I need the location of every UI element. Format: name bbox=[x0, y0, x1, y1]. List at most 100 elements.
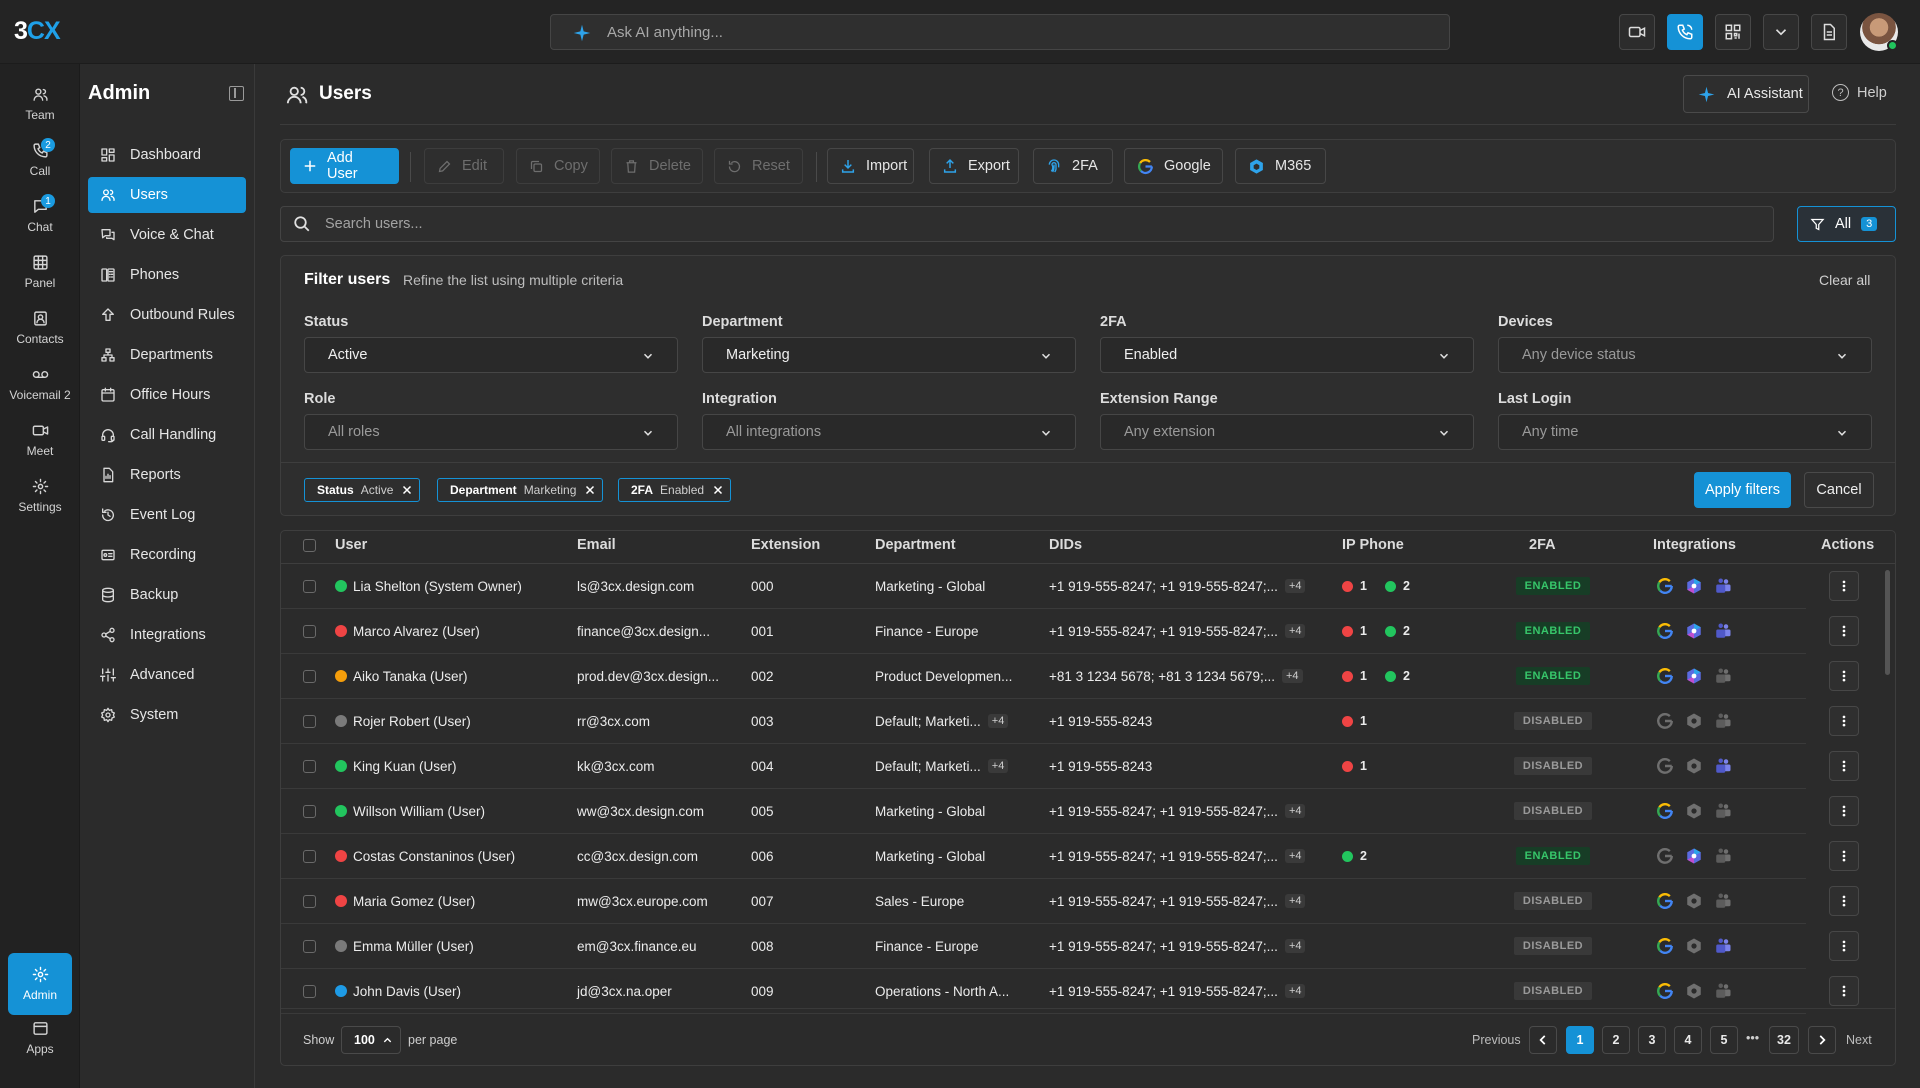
active-filter-chip[interactable]: Department Marketing bbox=[437, 478, 604, 502]
table-row[interactable]: Willson William (User) ww@3cx.design.com… bbox=[281, 789, 1859, 834]
filter-select-status[interactable]: Active bbox=[304, 337, 678, 373]
row-actions-button[interactable] bbox=[1829, 976, 1859, 1006]
sidebar-item-office-hours[interactable]: Office Hours bbox=[88, 377, 246, 413]
sidebar-item-departments[interactable]: Departments bbox=[88, 337, 246, 373]
row-actions-button[interactable] bbox=[1829, 661, 1859, 691]
row-actions-button[interactable] bbox=[1829, 841, 1859, 871]
reset-button[interactable]: Reset bbox=[714, 148, 803, 184]
qr-code-button[interactable] bbox=[1715, 14, 1751, 50]
delete-button[interactable]: Delete bbox=[611, 148, 703, 184]
ai-assistant-button[interactable]: AI Assistant bbox=[1683, 75, 1809, 113]
sidebar-item-call-handling[interactable]: Call Handling bbox=[88, 417, 246, 453]
column-header-extension[interactable]: Extension bbox=[751, 537, 821, 553]
table-row[interactable]: Emma Müller (User) em@3cx.finance.eu 008… bbox=[281, 924, 1859, 969]
more-dids-badge[interactable]: +4 bbox=[1284, 804, 1306, 818]
filter-select-role[interactable]: All roles bbox=[304, 414, 678, 450]
page-button-4[interactable]: 4 bbox=[1674, 1026, 1702, 1054]
collapse-sidebar-icon[interactable] bbox=[229, 86, 244, 101]
row-checkbox[interactable] bbox=[303, 984, 316, 998]
sidebar-item-phones[interactable]: Phones bbox=[88, 257, 246, 293]
row-checkbox[interactable] bbox=[303, 669, 316, 683]
table-scrollbar[interactable] bbox=[1885, 570, 1890, 675]
row-checkbox[interactable] bbox=[303, 849, 316, 863]
user-search-box[interactable] bbox=[280, 206, 1774, 242]
sidebar-item-dashboard[interactable]: Dashboard bbox=[88, 137, 246, 173]
row-actions-button[interactable] bbox=[1829, 751, 1859, 781]
more-dids-badge[interactable]: +4 bbox=[1284, 894, 1306, 908]
select-all-checkbox[interactable] bbox=[303, 539, 316, 552]
rail-item-admin[interactable]: Admin bbox=[8, 953, 72, 1015]
more-menu-button[interactable] bbox=[1763, 14, 1799, 50]
user-name[interactable]: Marco Alvarez (User) bbox=[353, 623, 480, 639]
column-header-integrations[interactable]: Integrations bbox=[1653, 537, 1736, 553]
table-row[interactable]: Lia Shelton (System Owner) ls@3cx.design… bbox=[281, 564, 1859, 609]
import-button[interactable]: Import bbox=[827, 148, 914, 184]
more-dids-badge[interactable]: +4 bbox=[1284, 849, 1306, 863]
video-button[interactable] bbox=[1619, 14, 1655, 50]
rail-item-meet[interactable]: Meet bbox=[0, 412, 80, 468]
rail-item-settings[interactable]: Settings bbox=[0, 468, 80, 524]
document-button[interactable] bbox=[1811, 14, 1847, 50]
column-header-ip-phone[interactable]: IP Phone bbox=[1342, 537, 1404, 553]
sidebar-item-integrations[interactable]: Integrations bbox=[88, 617, 246, 653]
user-search-input[interactable] bbox=[325, 207, 1725, 241]
more-dids-badge[interactable]: +4 bbox=[1281, 669, 1303, 683]
table-row[interactable]: King Kuan (User) kk@3cx.com 004 Default;… bbox=[281, 744, 1859, 789]
column-header-department[interactable]: Department bbox=[875, 537, 956, 553]
column-header-dids[interactable]: DIDs bbox=[1049, 537, 1083, 553]
user-name[interactable]: Willson William (User) bbox=[353, 803, 485, 819]
filter-select-last-login[interactable]: Any time bbox=[1498, 414, 1872, 450]
row-checkbox[interactable] bbox=[303, 894, 316, 908]
m365-button[interactable]: M365 bbox=[1235, 148, 1326, 184]
more-dids-badge[interactable]: +4 bbox=[1284, 579, 1306, 593]
row-actions-button[interactable] bbox=[1829, 571, 1859, 601]
sidebar-item-reports[interactable]: Reports bbox=[88, 457, 246, 493]
sidebar-item-backup[interactable]: Backup bbox=[88, 577, 246, 613]
page-button-last[interactable]: 32 bbox=[1769, 1026, 1799, 1054]
sidebar-item-voice-chat[interactable]: Voice & Chat bbox=[88, 217, 246, 253]
table-row[interactable]: Maria Gomez (User) mw@3cx.europe.com 007… bbox=[281, 879, 1859, 924]
help-button[interactable]: ? Help bbox=[1832, 84, 1887, 101]
table-row[interactable]: Costas Constaninos (User) cc@3cx.design.… bbox=[281, 834, 1859, 879]
page-button-2[interactable]: 2 bbox=[1602, 1026, 1630, 1054]
ai-search-input[interactable] bbox=[607, 15, 1427, 49]
rail-item-chat[interactable]: Chat 1 bbox=[0, 188, 80, 244]
column-header-email[interactable]: Email bbox=[577, 537, 616, 553]
row-checkbox[interactable] bbox=[303, 624, 316, 638]
row-actions-button[interactable] bbox=[1829, 706, 1859, 736]
filter-select-2fa[interactable]: Enabled bbox=[1100, 337, 1474, 373]
user-name[interactable]: Aiko Tanaka (User) bbox=[353, 668, 468, 684]
user-name[interactable]: King Kuan (User) bbox=[353, 758, 457, 774]
add-user-button[interactable]: Add User bbox=[290, 148, 399, 184]
close-icon[interactable] bbox=[584, 484, 596, 496]
twofa-button[interactable]: 2FA bbox=[1033, 148, 1113, 184]
phone-button[interactable] bbox=[1667, 14, 1703, 50]
next-label[interactable]: Next bbox=[1846, 1033, 1872, 1047]
google-button[interactable]: Google bbox=[1124, 148, 1223, 184]
table-row[interactable]: Rojer Robert (User) rr@3cx.com 003 Defau… bbox=[281, 699, 1859, 744]
table-row[interactable]: Aiko Tanaka (User) prod.dev@3cx.design..… bbox=[281, 654, 1859, 699]
copy-button[interactable]: Copy bbox=[516, 148, 600, 184]
sidebar-item-system[interactable]: System bbox=[88, 697, 246, 733]
page-button-5[interactable]: 5 bbox=[1710, 1026, 1738, 1054]
apply-filters-button[interactable]: Apply filters bbox=[1694, 472, 1791, 508]
rail-item-team[interactable]: Team bbox=[0, 76, 80, 132]
row-actions-button[interactable] bbox=[1829, 616, 1859, 646]
row-checkbox[interactable] bbox=[303, 759, 316, 773]
user-name[interactable]: Emma Müller (User) bbox=[353, 938, 474, 954]
row-checkbox[interactable] bbox=[303, 939, 316, 953]
filter-select-integration[interactable]: All integrations bbox=[702, 414, 1076, 450]
previous-label[interactable]: Previous bbox=[1472, 1033, 1521, 1047]
per-page-select[interactable]: 100 bbox=[341, 1026, 401, 1054]
user-name[interactable]: Maria Gomez (User) bbox=[353, 893, 476, 909]
close-icon[interactable] bbox=[712, 484, 724, 496]
edit-button[interactable]: Edit bbox=[424, 148, 504, 184]
filter-toggle-button[interactable]: All 3 bbox=[1797, 206, 1896, 242]
row-checkbox[interactable] bbox=[303, 579, 316, 593]
sidebar-item-recording[interactable]: Recording bbox=[88, 537, 246, 573]
column-header-2fa[interactable]: 2FA bbox=[1529, 537, 1556, 553]
more-dids-badge[interactable]: +4 bbox=[1284, 939, 1306, 953]
row-actions-button[interactable] bbox=[1829, 886, 1859, 916]
row-checkbox[interactable] bbox=[303, 714, 316, 728]
active-filter-chip[interactable]: 2FA Enabled bbox=[618, 478, 732, 502]
